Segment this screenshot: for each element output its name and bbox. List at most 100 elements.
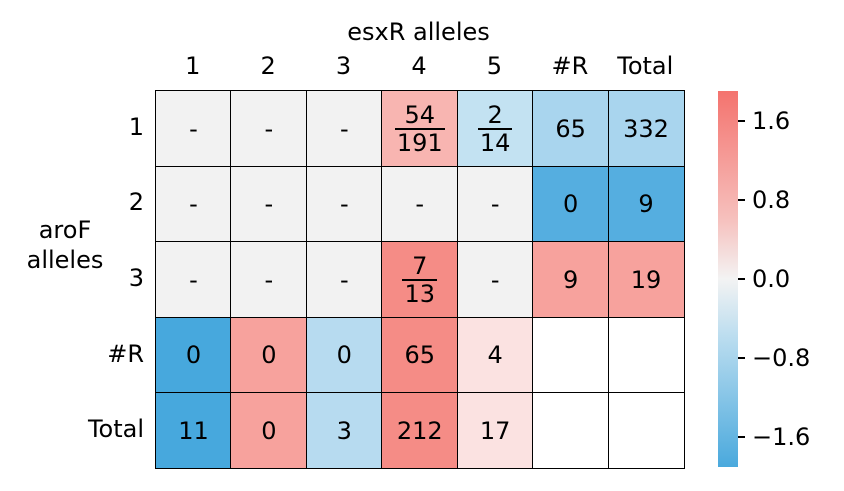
heatmap-cell: - [155,165,232,243]
heatmap-cell: 9 [607,165,685,243]
colorbar-tick-label: 0.0 [752,265,791,293]
fraction-numerator: 2 [487,100,503,129]
heatmap-cell: 54 191 [381,90,459,168]
colorbar-tick-mark [738,357,745,360]
heatmap-cell [532,316,610,394]
heatmap-cell: - [381,165,459,243]
cell-value: 3 [336,416,352,445]
cell-value: 332 [623,114,669,143]
heatmap-cell: 212 [381,392,459,470]
heatmap-cell: - [155,241,232,319]
fraction-denominator: 14 [479,128,511,157]
cell-value: 9 [562,265,579,294]
heatmap-cell: - [456,165,534,243]
heatmap-cell: - [230,165,308,243]
row-header: #R [107,339,144,368]
column-header: 1 [185,52,201,80]
column-header: 2 [260,52,276,80]
cell-value: - [339,114,349,143]
heatmap-cell [607,316,685,394]
heatmap-cell: - [305,90,383,168]
cell-value: - [264,114,274,143]
cell-value: 11 [178,416,209,445]
column-header: #R [551,52,589,80]
heatmap-cell: 2 14 [456,90,534,168]
fraction-numerator: 7 [412,251,428,280]
cell-value: 0 [562,190,579,219]
colorbar-tick-mark [738,278,745,280]
cell-value: 17 [479,416,511,445]
cell-value: 65 [404,341,436,370]
heatmap-cell: 0 [155,316,232,394]
column-header: 5 [486,52,503,80]
cell-value: - [415,190,425,219]
cell-value: - [339,190,349,219]
heatmap-cell: 19 [607,241,685,319]
column-header: Total [617,52,674,80]
colorbar-tick-label: −0.8 [752,344,811,373]
fraction-bar [402,278,438,281]
cell-value: - [189,190,198,219]
heatmap-cell: - [230,90,308,168]
cell-value: - [490,265,500,294]
colorbar-tick-label: 1.6 [752,106,791,135]
row-header: Total [87,415,144,444]
cell-value: - [490,190,500,219]
heatmap-cell: - [305,241,383,319]
heatmap-cell: 0 [305,316,383,394]
row-header: 1 [128,112,144,141]
cell-fraction: 54 191 [394,100,445,157]
cell-value: 212 [396,416,443,445]
heatmap-cell: - [230,241,308,319]
fraction-denominator: 13 [404,279,436,308]
colorbar-tick-mark [738,119,745,122]
heatmap-cell: 7 13 [381,241,459,319]
heatmap-cell: 65 [532,90,610,168]
colorbar [718,91,738,467]
cell-value: 19 [630,265,662,294]
cell-value: - [339,265,349,294]
heatmap-cell: 0 [230,392,308,470]
heatmap-cell: - [155,90,232,168]
heatmap-cell: 11 [155,392,232,470]
cell-value: 0 [261,341,277,370]
cell-fraction: 7 13 [402,251,438,308]
cell-value: 0 [185,341,202,370]
heatmap-cell: 332 [607,90,685,168]
row-header: 3 [128,264,144,292]
fraction-bar [394,127,445,130]
heatmap-cell: 17 [456,392,534,470]
fraction-denominator: 191 [396,128,443,157]
cell-value: 0 [336,341,352,370]
fraction-numerator: 54 [404,100,435,129]
cell-value: - [264,265,274,294]
colorbar-tick-mark [738,198,745,201]
column-header: 3 [335,52,352,80]
heatmap-cell [607,392,685,470]
cell-value: 65 [555,114,586,143]
heatmap-cell: 4 [456,316,534,394]
cell-fraction: 2 14 [477,100,513,157]
heatmap-cell [532,392,610,470]
row-header: 2 [128,188,144,217]
colorbar-tick-label: −1.6 [752,423,811,452]
cell-value: 4 [487,341,503,370]
colorbar-tick-label: 0.8 [752,185,791,214]
heatmap-cell: 0 [230,316,308,394]
heatmap-cell: 9 [532,241,610,319]
heatmap-cell: - [305,165,383,243]
heatmap-cell: - [456,241,534,319]
cell-value: - [189,114,198,143]
column-header: 4 [411,52,427,80]
y-axis-title: aroF alleles [26,216,104,274]
heatmap-cell: 0 [532,165,610,243]
fraction-bar [477,127,513,130]
colorbar-tick-mark [738,436,745,439]
cell-value: - [189,265,198,294]
cell-value: 9 [638,190,654,219]
cell-value: - [264,190,274,219]
heatmap-cell: 65 [381,316,459,394]
heatmap-cell: 3 [305,392,383,470]
x-axis-title: esxR alleles [347,18,490,46]
cell-value: 0 [261,416,277,445]
